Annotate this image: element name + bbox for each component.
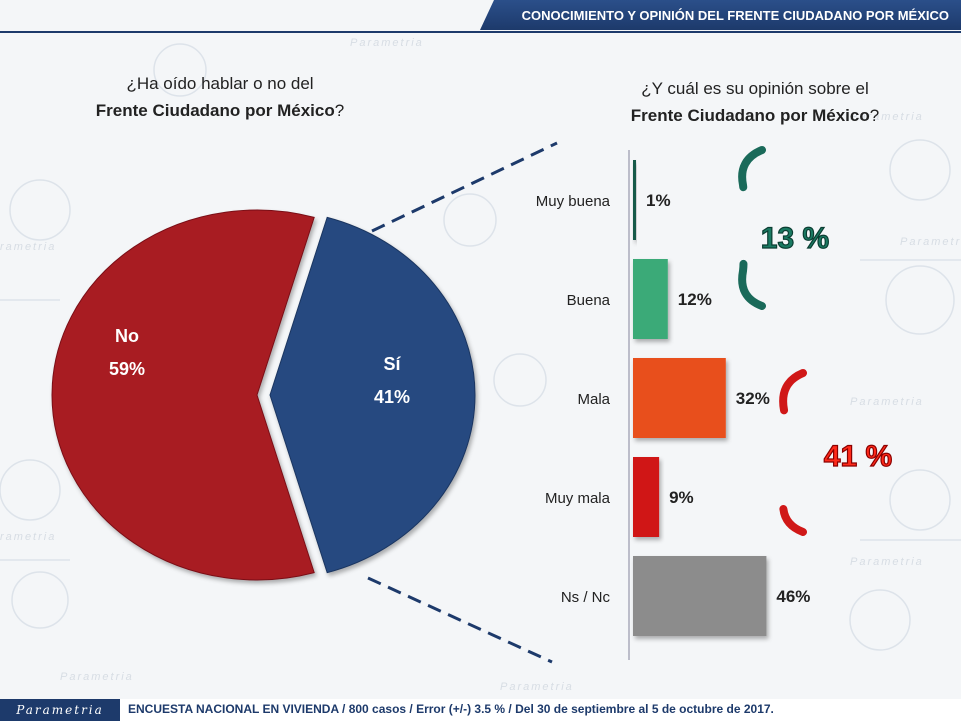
group-total-positive: 13 % [761,222,829,255]
header-title: CONOCIMIENTO Y OPINIÓN DEL FRENTE CIUDAD… [521,7,949,23]
svg-text:Parametria: Parametria [500,681,574,693]
pie-label-si: Sí [383,354,401,374]
header-bar: CONOCIMIENTO Y OPINIÓN DEL FRENTE CIUDAD… [480,0,961,30]
bar-category-label: Ns / Nc [561,589,611,606]
bar-muy-buena [633,160,636,240]
svg-text:rametria: rametria [0,531,56,543]
right-question-line1: ¿Y cuál es su opinión sobre el [641,79,869,98]
svg-text:Parametria: Parametria [60,671,134,683]
right-question-bold: Frente Ciudadano por México [630,106,870,125]
bar-value-label: 32% [736,389,770,408]
bar-category-label: Muy buena [536,193,611,210]
connector-line-top [371,141,558,233]
svg-text:rametria: rametria [0,241,56,253]
bar-value-label: 1% [646,191,671,210]
left-question-bold: Frente Ciudadano por México [95,101,335,120]
bar-value-label: 12% [678,290,712,309]
brace-negative [760,369,807,536]
bar-muy-mala [633,457,660,537]
bar-buena [633,259,668,339]
left-question-line1: ¿Ha oído hablar o no del [126,74,314,93]
bar-value-label: 46% [776,587,810,606]
pie-slice-no [51,209,315,581]
left-question: ¿Ha oído hablar o no del Frente Ciudadan… [40,70,400,124]
svg-text:Parametria: Parametria [900,236,961,248]
footer-bar [0,699,961,721]
bar-category-label: Buena [567,292,611,309]
bar-category-label: Mala [577,391,610,408]
footer-logo: Parametria [0,699,120,721]
pie-value-no: 59% [109,359,145,379]
svg-text:Parametria: Parametria [350,37,424,49]
brace-positive [706,146,766,310]
pie-slice-si [269,216,476,574]
connector-line-bottom [367,576,553,664]
pie-value-si: 41% [374,387,410,407]
right-question: ¿Y cuál es su opinión sobre el Frente Ci… [575,75,935,129]
bar-ns-nc [633,556,767,636]
header-divider [0,31,961,33]
bar-category-label: Muy mala [545,490,611,507]
pie-label-no: No [115,326,139,346]
bar-value-label: 9% [669,488,694,507]
group-total-negative: 41 % [824,440,892,473]
svg-text:Parametria: Parametria [850,111,924,123]
left-question-end: ? [334,101,345,120]
right-question-end: ? [869,106,880,125]
footer-text: ENCUESTA NACIONAL EN VIVIENDA / 800 caso… [128,702,774,716]
svg-text:Parametria: Parametria [850,396,924,408]
svg-text:Parametria: Parametria [850,556,924,568]
bar-mala [633,358,726,438]
